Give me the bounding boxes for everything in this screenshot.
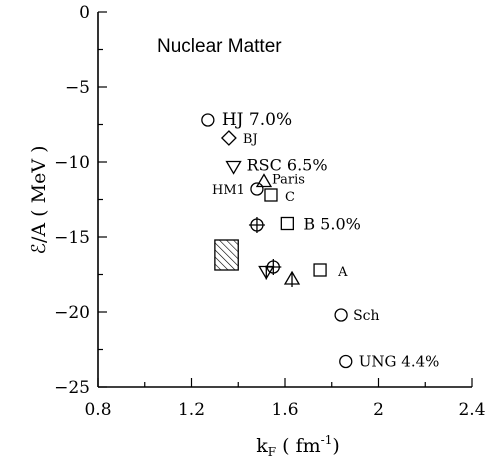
x-axis-title-superscript: -1 <box>321 433 333 447</box>
x-tick-label: 2 <box>373 400 384 420</box>
x-axis-ticks: 0.8 1.2 1.6 2 2.4 <box>84 378 486 420</box>
x-tick-label: 1.2 <box>178 400 205 420</box>
data-point-diamond <box>220 130 237 146</box>
data-point-triangle-up <box>283 270 301 287</box>
data-point-circle <box>201 113 215 127</box>
y-tick-label: 0 <box>79 3 90 23</box>
x-tick-label: 2.4 <box>458 400 485 420</box>
data-label: A <box>337 265 348 280</box>
x-tick-label: 0.8 <box>84 400 111 420</box>
data-point-square <box>264 188 278 202</box>
y-tick-label: −20 <box>54 303 90 323</box>
chart-title: Nuclear Matter <box>157 36 282 57</box>
empirical-region-layer <box>214 239 239 271</box>
data-label: HJ 7.0% <box>222 110 292 130</box>
data-point-circle <box>250 182 264 196</box>
y-tick-label: −5 <box>65 78 90 98</box>
data-point-square <box>280 216 294 231</box>
data-points <box>201 113 353 369</box>
data-point-square <box>313 263 327 277</box>
data-point-triangle-down <box>225 160 242 175</box>
y-tick-label: −10 <box>54 153 90 173</box>
data-point-circle <box>339 354 353 369</box>
data-label: RSC 6.5% <box>247 156 328 175</box>
x-axis-title: kF ( fm-1) <box>256 433 340 459</box>
point-labels: HJ 7.0% BJ RSC 6.5%Paris HM1 C B 5.0% A Sch UNG … <box>212 110 439 371</box>
data-point-circle-plus <box>265 259 282 275</box>
data-point-circle-plus <box>248 217 265 233</box>
y-tick-label: −25 <box>54 378 90 398</box>
x-tick-label: 1.6 <box>271 400 298 420</box>
x-axis-title-unit: ( fm <box>282 435 321 457</box>
empirical-saturation-region <box>214 239 239 271</box>
y-tick-label: −15 <box>54 228 90 248</box>
data-label: Paris <box>272 173 305 188</box>
y-axis-ticks: 0 −5 −10 −15 −20 −25 <box>54 3 107 398</box>
data-label: HM1 <box>212 183 245 198</box>
data-point-triangle-up <box>255 173 273 188</box>
x-axis-title-main: k <box>256 435 268 457</box>
data-point-circle <box>334 308 348 322</box>
data-label: UNG 4.4% <box>359 353 440 371</box>
x-axis-title-close: ) <box>332 435 339 457</box>
data-label: Sch <box>353 308 379 324</box>
data-label: BJ <box>243 132 258 147</box>
data-label: C <box>285 190 295 205</box>
x-axis-title-subscript: F <box>268 445 276 459</box>
y-axis-title: ℰ/A ( MeV ) <box>28 146 50 255</box>
data-label: B 5.0% <box>303 215 361 234</box>
